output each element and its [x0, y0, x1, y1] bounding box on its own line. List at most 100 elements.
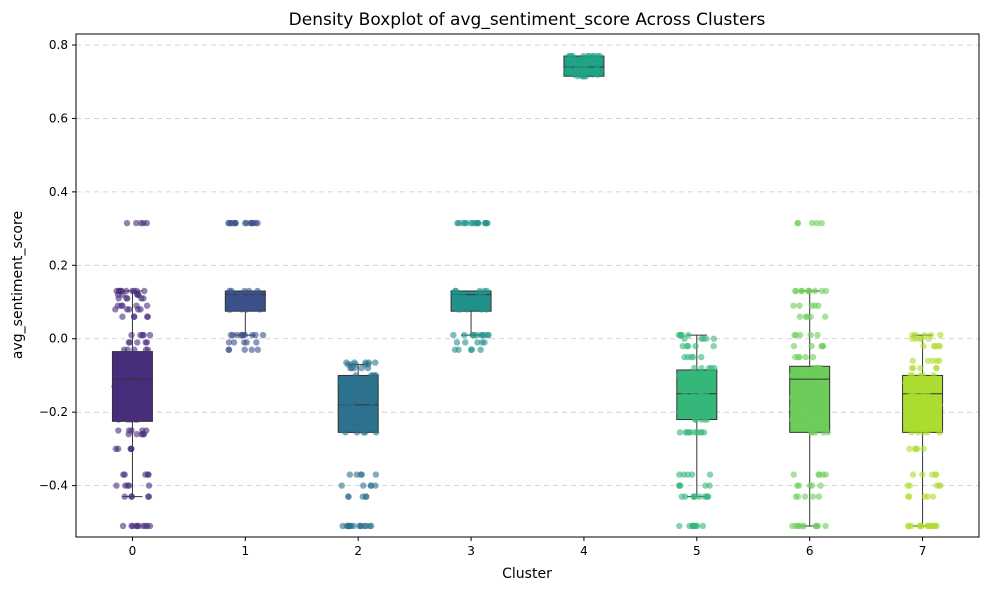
- data-point: [818, 405, 826, 412]
- data-point: [682, 383, 690, 390]
- data-point: [360, 408, 368, 416]
- data-point: [905, 522, 912, 530]
- data-point: [253, 298, 260, 306]
- data-point: [136, 405, 144, 412]
- points-cluster-5: [675, 331, 718, 530]
- data-point: [931, 522, 938, 530]
- box-cluster-0: [111, 290, 153, 498]
- data-point: [685, 408, 692, 416]
- data-point: [125, 430, 132, 438]
- data-point: [233, 331, 240, 339]
- data-point: [676, 522, 683, 530]
- data-point: [710, 342, 717, 350]
- data-point: [917, 419, 925, 427]
- data-point: [907, 390, 914, 398]
- data-point: [924, 429, 931, 436]
- data-point: [932, 342, 939, 350]
- data-point: [248, 346, 255, 353]
- data-point: [692, 416, 699, 423]
- data-point: [113, 482, 120, 489]
- data-point: [347, 401, 355, 409]
- data-point: [142, 339, 149, 346]
- data-point: [367, 522, 375, 530]
- data-point: [589, 71, 597, 78]
- data-point: [929, 419, 936, 427]
- data-point: [145, 493, 153, 500]
- data-point: [809, 353, 817, 361]
- data-point: [225, 346, 233, 353]
- data-point: [342, 429, 349, 436]
- data-point: [454, 291, 461, 298]
- data-point: [684, 342, 692, 350]
- data-point: [701, 493, 708, 500]
- data-point: [128, 445, 135, 453]
- data-point: [923, 390, 931, 398]
- chart-title: Density Boxplot of avg_sentiment_score A…: [289, 10, 766, 30]
- data-point: [822, 522, 829, 530]
- data-point: [789, 405, 796, 412]
- data-point: [453, 339, 461, 346]
- data-point: [920, 445, 927, 453]
- x-tick-label: 3: [467, 544, 475, 558]
- data-point: [807, 331, 814, 339]
- data-point: [114, 405, 121, 412]
- data-point: [792, 331, 799, 339]
- data-point: [369, 372, 376, 379]
- data-point: [124, 416, 132, 423]
- data-point: [353, 471, 360, 478]
- data-point: [140, 394, 148, 401]
- data-point: [483, 306, 490, 313]
- data-point: [140, 331, 147, 339]
- data-point: [474, 339, 481, 346]
- data-point: [710, 335, 717, 342]
- data-point: [462, 339, 469, 346]
- data-point: [796, 383, 804, 390]
- data-point: [692, 401, 699, 409]
- data-point: [819, 342, 827, 350]
- y-axis-label: avg_sentiment_score: [10, 211, 26, 359]
- data-point: [123, 295, 130, 302]
- data-point: [792, 353, 799, 361]
- data-point: [792, 394, 800, 401]
- data-point: [814, 331, 821, 339]
- data-point: [689, 353, 697, 361]
- data-point: [470, 331, 477, 339]
- data-point: [126, 339, 133, 346]
- data-point: [818, 219, 825, 227]
- data-point: [903, 379, 911, 386]
- data-point: [240, 339, 248, 346]
- data-point: [797, 287, 805, 295]
- data-point: [115, 295, 122, 302]
- data-point: [935, 482, 943, 489]
- data-point: [918, 379, 925, 386]
- data-point: [128, 522, 135, 530]
- data-point: [676, 372, 683, 379]
- data-point: [909, 372, 916, 379]
- data-point: [814, 522, 822, 530]
- x-tick-label: 4: [580, 544, 588, 558]
- data-point: [339, 419, 346, 427]
- data-point: [932, 471, 940, 478]
- data-point: [347, 390, 354, 398]
- data-point: [131, 313, 138, 320]
- data-point: [794, 219, 801, 227]
- data-point: [691, 429, 698, 436]
- data-point: [807, 313, 814, 320]
- data-point: [919, 401, 926, 409]
- data-point: [358, 390, 366, 398]
- grid-lines: [76, 44, 979, 486]
- data-point: [145, 482, 153, 489]
- data-point: [365, 390, 373, 398]
- data-point: [684, 353, 691, 361]
- y-tick-label: −0.4: [39, 479, 68, 493]
- data-point: [345, 522, 352, 530]
- data-point: [121, 493, 128, 500]
- data-point: [933, 364, 940, 372]
- data-point: [368, 379, 375, 386]
- data-point: [790, 302, 797, 309]
- data-point: [820, 429, 827, 436]
- data-point: [919, 471, 926, 478]
- data-point: [123, 306, 131, 313]
- data-point: [461, 331, 468, 339]
- data-point: [790, 342, 798, 350]
